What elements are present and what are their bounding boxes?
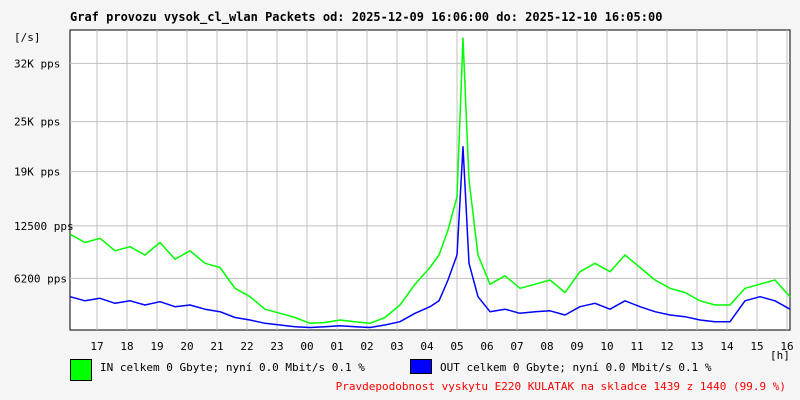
y-tick-labels: 6200 pps 12500 pps 19K pps 25K pps 32K pps: [14, 57, 74, 285]
x-tick-label: 02: [360, 340, 373, 353]
probability-note: Pravdepodobnost vyskytu E220 KULATAK na …: [335, 380, 786, 393]
x-tick-label: 16: [780, 340, 793, 353]
y-tick-label: 32K pps: [14, 57, 60, 70]
x-tick-label: 12: [660, 340, 673, 353]
x-tick-label: 22: [240, 340, 253, 353]
x-tick-label: 15: [750, 340, 763, 353]
x-tick-label: 03: [390, 340, 403, 353]
y-tick-label: 6200 pps: [14, 272, 67, 285]
x-tick-label: 01: [330, 340, 343, 353]
legend-out-label: OUT celkem 0 Gbyte; nyní 0.0 Mbit/s 0.1 …: [440, 361, 712, 374]
plot-area: [69, 29, 791, 331]
x-tick-label: 20: [180, 340, 193, 353]
x-tick-label: 05: [450, 340, 463, 353]
x-grid: [96, 30, 788, 330]
y-tick-label: 19K pps: [14, 166, 60, 179]
x-tick-label: 04: [420, 340, 434, 353]
x-tick-label: 07: [510, 340, 523, 353]
x-axis-label: [h]: [770, 349, 790, 362]
y-tick-label: 12500 pps: [14, 220, 74, 233]
x-tick-label: 17: [90, 340, 103, 353]
x-tick-label: 11: [630, 340, 643, 353]
legend-in-swatch: [70, 359, 92, 381]
x-tick-label: 08: [540, 340, 553, 353]
chart-title: Graf provozu vysok_cl_wlan Packets od: 2…: [70, 10, 663, 24]
series-line-out: [69, 145, 791, 329]
y-grid: [70, 62, 790, 279]
y-axis-label: [/s]: [14, 31, 41, 44]
x-tick-label: 19: [150, 340, 163, 353]
x-tick-label: 09: [570, 340, 583, 353]
x-tick-label: 23: [270, 340, 283, 353]
legend-out-swatch: [410, 359, 432, 374]
x-tick-label: 00: [300, 340, 313, 353]
x-tick-label: 14: [720, 340, 734, 353]
series-layer: [69, 37, 791, 329]
x-tick-labels: 17 18 19 20 21 22 23 00 01 02 03 04 05 06 07 08 09 10 11 12…: [90, 340, 793, 353]
x-tick-label: 13: [690, 340, 703, 353]
y-tick-label: 25K pps: [14, 116, 60, 129]
x-tick-label: 06: [480, 340, 493, 353]
x-tick-label: 18: [120, 340, 133, 353]
x-tick-label: 10: [600, 340, 613, 353]
series-line-in: [69, 37, 791, 325]
legend-in-label: IN celkem 0 Gbyte; nyní 0.0 Mbit/s 0.1 %: [100, 361, 365, 374]
x-tick-label: 21: [210, 340, 223, 353]
